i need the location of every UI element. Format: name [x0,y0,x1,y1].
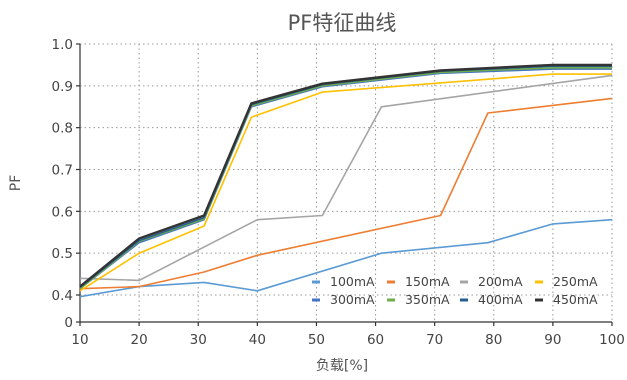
chart-title: PF特征曲线 [288,11,397,35]
series-line-400mA [79,65,612,289]
axes: 0 0.4 0.5 0.6 0.7 0.8 0.9 1.0 10 20 30 40 50 60 70 80 90… [52,37,625,348]
series-line-150mA [79,97,613,290]
series-line-350mA [79,67,612,290]
grid [80,43,613,322]
legend-label: 450mA [553,292,598,307]
legend-label: 200mA [478,274,523,289]
x-tick-label: 50 [308,332,325,348]
x-tick-label: 30 [190,332,207,348]
series-lines [79,63,613,298]
x-tick-label: 80 [485,332,502,348]
legend-label: 250mA [553,274,598,289]
x-tick-label: 40 [249,332,266,348]
legend-label: 150mA [405,274,450,289]
y-tick-label: 0.6 [52,204,73,220]
x-tick-label: 10 [71,332,88,348]
x-tick-label: 20 [131,332,148,348]
series-line-450mA [79,63,612,288]
y-tick-label: 0 [64,315,73,331]
legend-label: 300mA [330,292,375,307]
legend-label: 350mA [405,292,450,307]
series-line-100mA [79,218,613,298]
y-tick-label: 0.9 [52,79,73,95]
legend-label: 100mA [330,274,375,289]
legend-label: 400mA [478,292,523,307]
y-tick-label: 1.0 [52,37,73,53]
y-tick-label: 0.8 [52,121,73,137]
y-tick-label: 0.4 [52,288,73,304]
y-tick-label: 0.7 [52,163,73,179]
series-line-200mA [79,74,613,282]
series-line-300mA [79,68,612,290]
x-tick-label: 70 [426,332,443,348]
x-axis-label: 负载[%] [316,358,368,374]
y-axis-label: PF [8,175,24,192]
x-tick-label: 90 [544,332,561,348]
series-line-250mA [79,73,612,292]
y-tick-label: 0.5 [52,246,73,262]
x-tick-label: 60 [367,332,384,348]
x-tick-label: 100 [599,332,625,348]
legend: 100mA 150mA 200mA 250mA 300mA 350mA 400mA 450mA [312,274,598,307]
